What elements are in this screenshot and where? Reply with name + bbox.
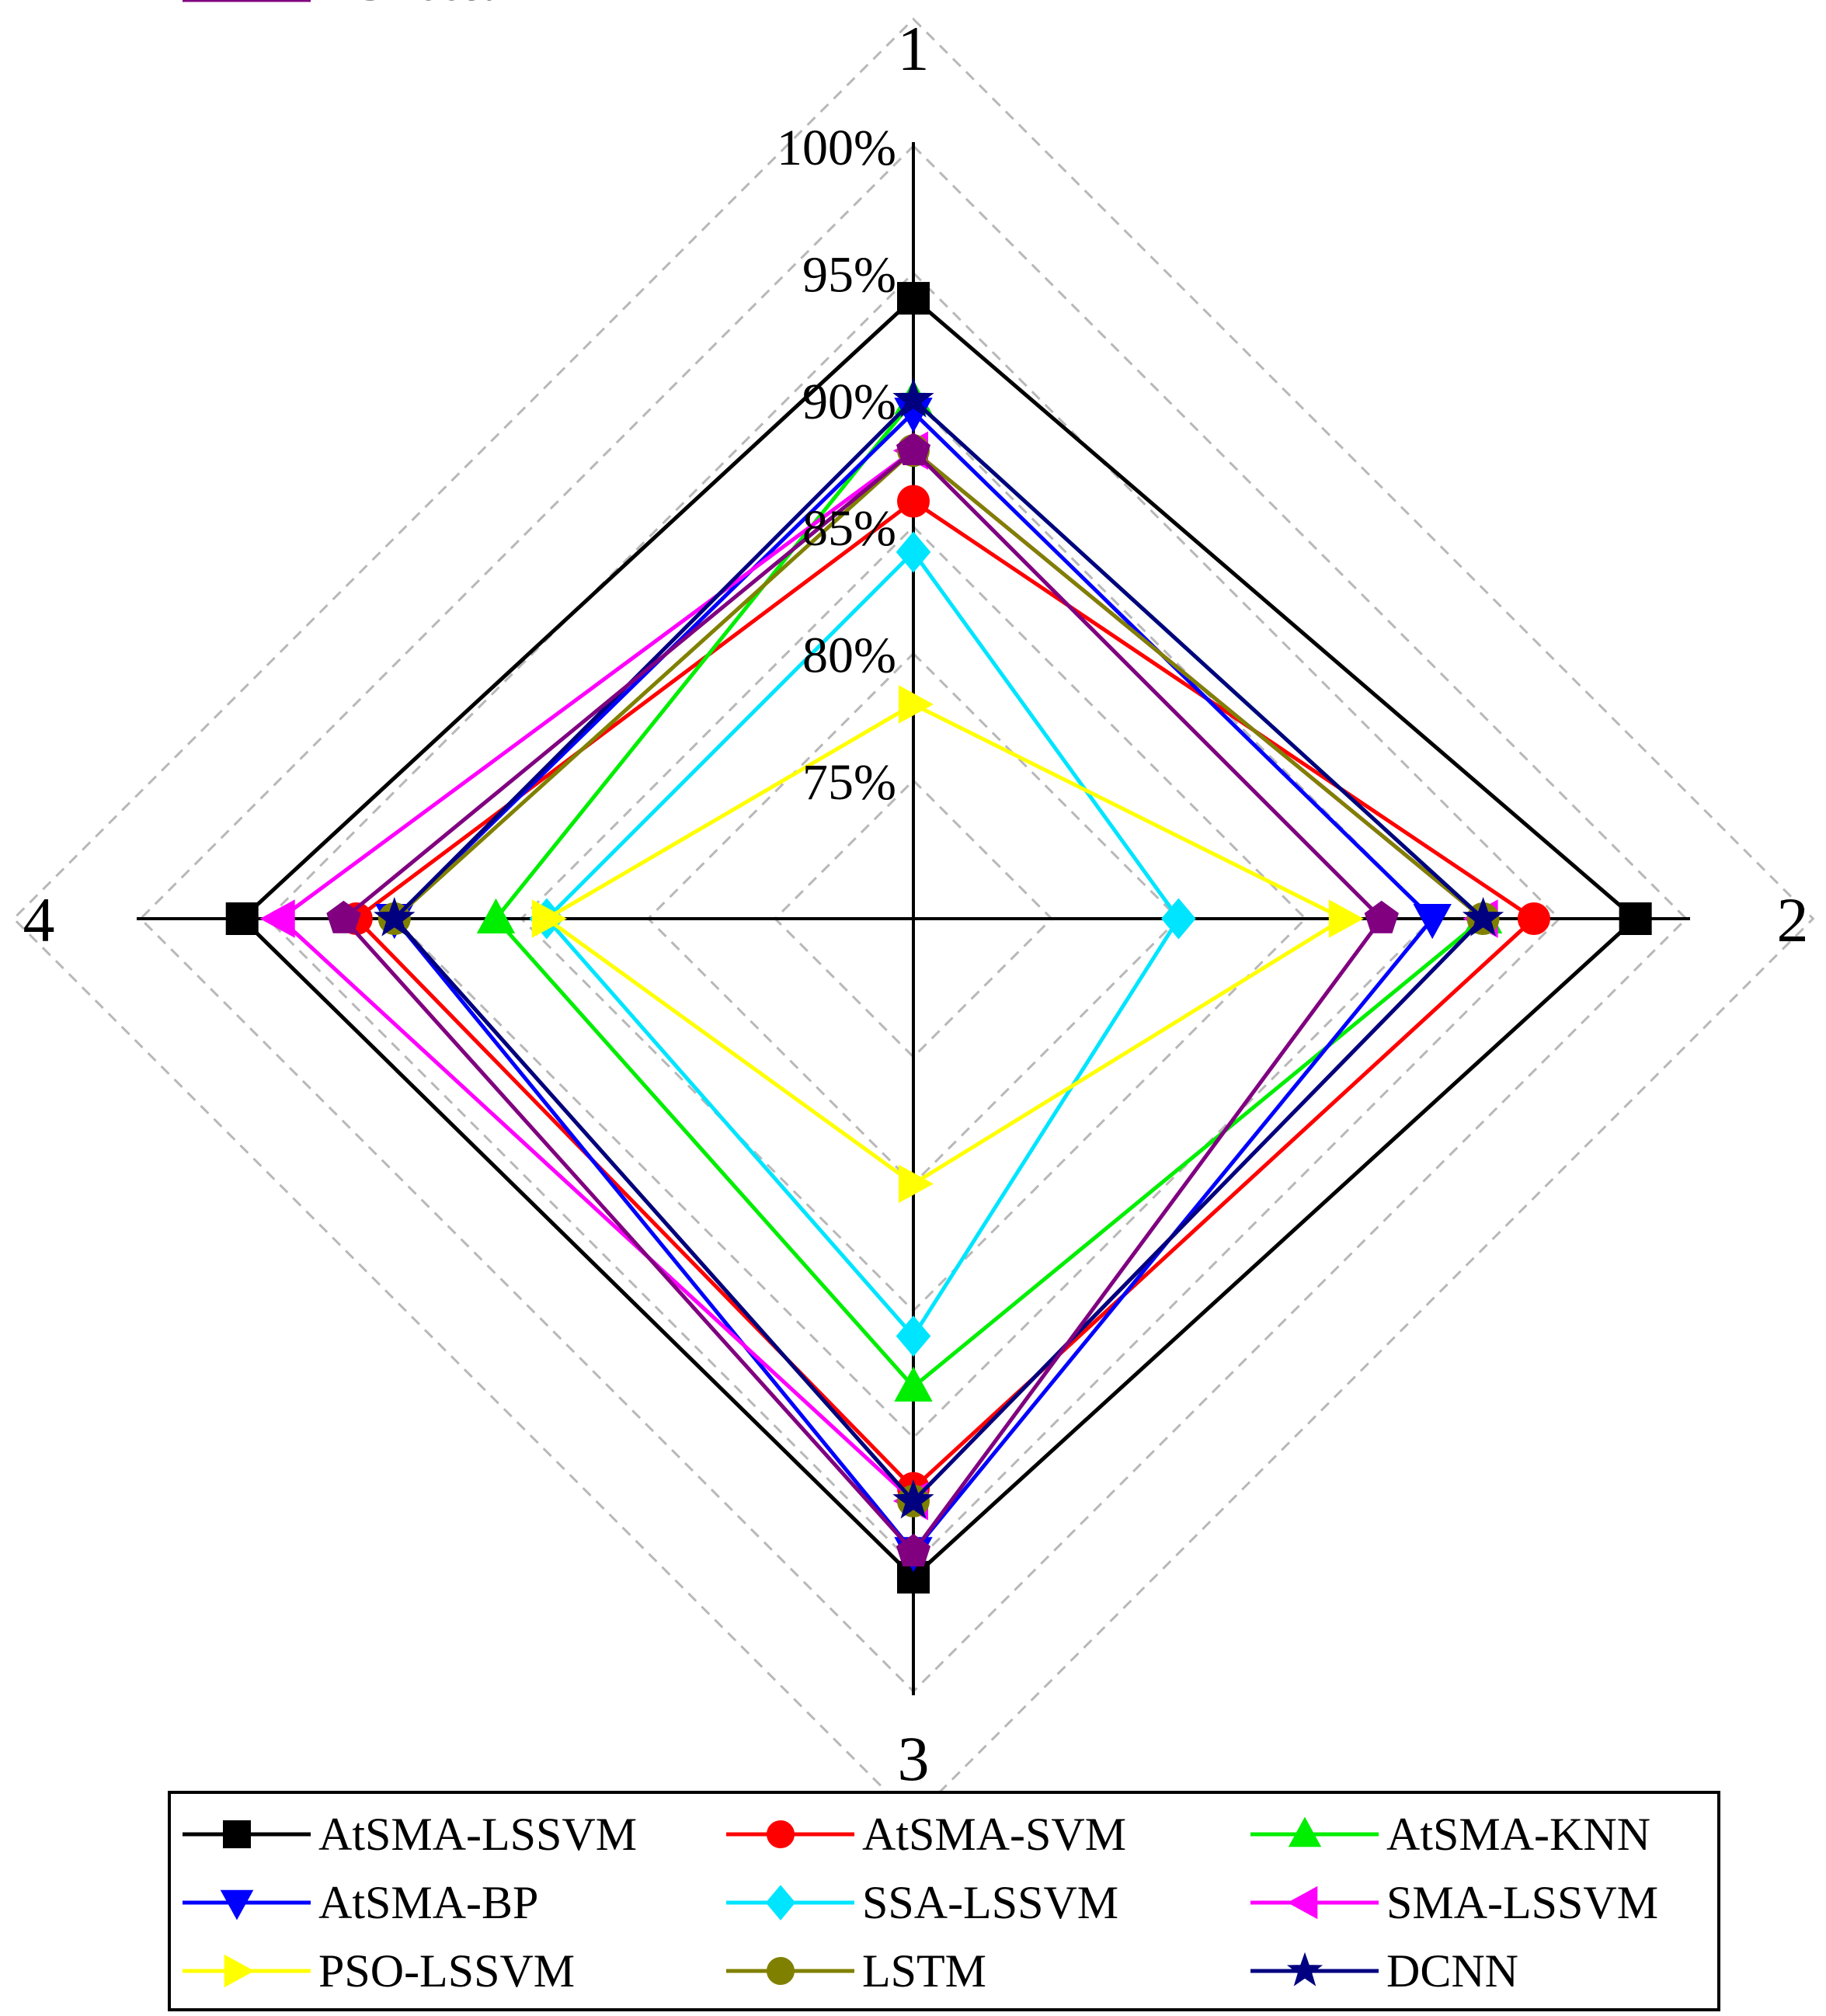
legend-label: AtSMA-SVM — [862, 1809, 1126, 1860]
data-point — [1462, 896, 1504, 937]
legend: AtSMA-LSSVM AtSMA-SVM AtSMA-KNN AtSMA-BP SSA… — [168, 0, 1720, 2011]
legend-label: AtSMA-LSSVM — [318, 1809, 637, 1860]
data-point — [223, 1820, 251, 1848]
tick-label: 95% — [802, 246, 896, 303]
legend-entry: XGBoost — [183, 0, 495, 10]
data-point — [220, 1889, 254, 1920]
legend-entry: AtSMA-KNN — [1250, 1809, 1650, 1860]
legend-entry: LSTM — [726, 1945, 986, 1997]
legend-entry: AtSMA-SVM — [726, 1809, 1126, 1860]
legend-label: LSTM — [862, 1945, 986, 1997]
data-point — [1286, 1952, 1323, 1986]
data-point — [1287, 1886, 1318, 1920]
tick-label: 100% — [777, 120, 896, 176]
tick-label: 85% — [802, 500, 896, 557]
series-atsma-knn — [476, 379, 1503, 1402]
data-point — [897, 485, 930, 518]
legend-label: DCNN — [1386, 1945, 1518, 1997]
data-point — [476, 898, 516, 933]
legend-label: XGBoost — [318, 0, 495, 10]
axis-label-1: 1 — [898, 13, 930, 84]
axis-label-2: 2 — [1777, 885, 1809, 955]
data-point — [767, 1820, 795, 1848]
series-line — [277, 448, 1487, 1504]
data-point — [892, 1479, 934, 1519]
legend-label: AtSMA-BP — [318, 1877, 538, 1928]
series-xgboost — [326, 432, 1399, 1567]
data-point — [894, 1366, 933, 1402]
data-point — [1517, 902, 1550, 935]
data-point — [1619, 902, 1652, 935]
tick-label: 80% — [802, 627, 896, 684]
data-point — [896, 1534, 931, 1567]
axis-label-3: 3 — [898, 1723, 930, 1794]
legend-entry: DCNN — [1250, 1945, 1518, 1997]
radar-series — [225, 282, 1652, 1594]
legend-entry: PSO-LSSVM — [183, 1945, 575, 1997]
data-point — [1328, 899, 1364, 938]
data-point — [765, 1885, 796, 1920]
legend-entry: AtSMA-BP — [183, 1877, 538, 1928]
data-point — [224, 1954, 255, 1988]
data-point — [896, 531, 931, 573]
legend-entry: AtSMA-LSSVM — [183, 1809, 637, 1860]
data-point — [899, 685, 934, 724]
data-point — [897, 282, 930, 315]
legend-label: AtSMA-KNN — [1386, 1809, 1650, 1860]
data-point — [259, 899, 295, 938]
data-point — [896, 1315, 931, 1357]
series-atsma-lssvm — [225, 282, 1652, 1594]
data-point — [531, 899, 567, 938]
series-ssa-lssvm — [529, 531, 1196, 1357]
data-point — [225, 902, 259, 935]
legend-entry: SMA-LSSVM — [1250, 1877, 1658, 1928]
legend-box — [168, 1791, 1720, 2011]
series-dcnn — [374, 377, 1504, 1519]
series-pso-lssvm — [531, 685, 1364, 1204]
data-point — [1364, 900, 1399, 933]
legend-label: PSO-LSSVM — [318, 1945, 575, 1997]
data-point — [374, 896, 416, 937]
series-line — [391, 447, 1487, 1504]
data-point — [326, 900, 361, 933]
data-point — [1161, 898, 1196, 940]
radar-labels: 75% 80% 85% 90% 95% 100%1 2 3 4 — [23, 13, 1809, 1794]
data-point — [896, 432, 931, 465]
series-line — [340, 447, 1385, 1555]
data-point — [899, 1164, 934, 1204]
series-line — [239, 295, 1639, 1580]
tick-label: 90% — [802, 374, 896, 430]
data-point — [892, 377, 934, 418]
axis-label-4: 4 — [23, 885, 55, 955]
legend-entry: SSA-LSSVM — [726, 1877, 1118, 1928]
data-point — [1288, 1816, 1322, 1847]
legend-label: SSA-LSSVM — [862, 1877, 1118, 1928]
data-point — [767, 1957, 795, 1985]
tick-label: 75% — [802, 754, 896, 811]
data-point — [1413, 904, 1452, 940]
legend-label: SMA-LSSVM — [1386, 1877, 1658, 1928]
